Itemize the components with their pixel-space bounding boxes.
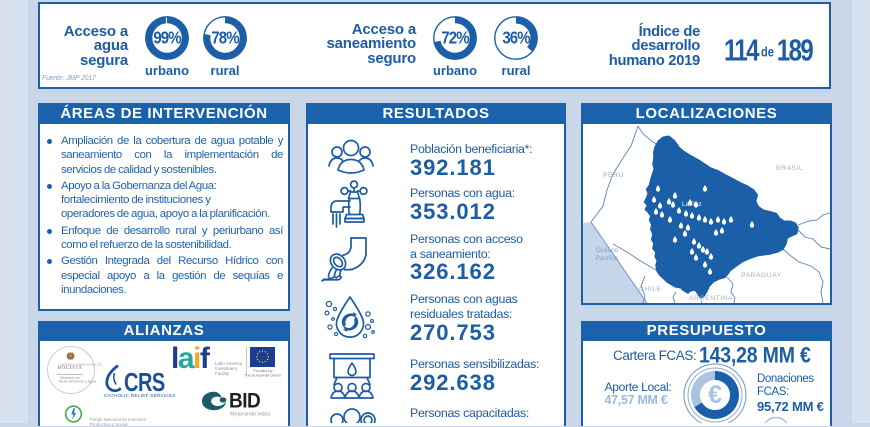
svg-text:36%: 36% (502, 28, 531, 47)
svg-text:99%: 99% (153, 28, 182, 47)
svg-text:72%: 72% (441, 28, 470, 47)
svg-text:ARGENTINA: ARGENTINA (689, 295, 733, 302)
svg-text:Océano: Océano (596, 247, 619, 254)
svg-text:PERÚ: PERÚ (603, 170, 624, 179)
svg-text:BRASIL: BRASIL (776, 165, 803, 172)
svg-text:CHILE: CHILE (639, 286, 662, 293)
svg-text:78%: 78% (211, 28, 240, 47)
svg-text:€: € (708, 381, 722, 409)
svg-text:Pacífico: Pacífico (596, 255, 619, 262)
svg-text:PARAGUAY: PARAGUAY (741, 272, 782, 279)
